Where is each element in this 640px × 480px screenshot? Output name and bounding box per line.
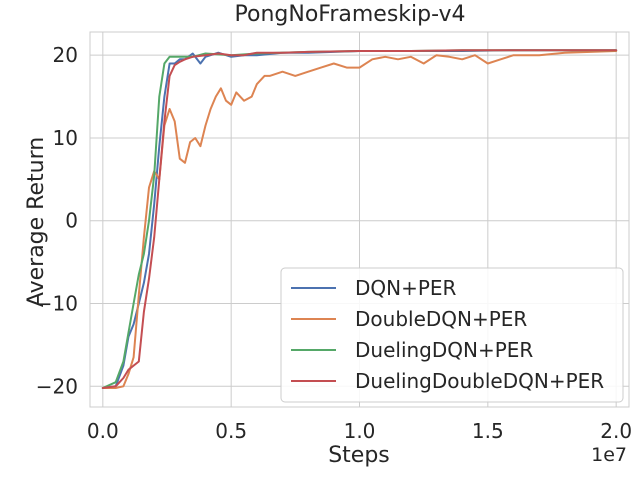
x-tick-label: 1.0 (344, 419, 376, 443)
x-tick-label: 0.0 (87, 419, 119, 443)
legend-label-duelingdoubledqn-per: DuelingDoubleDQN+PER (355, 369, 604, 393)
chart-title: PongNoFrameskip-v4 (235, 2, 466, 27)
series-layer (101, 49, 618, 389)
y-tick-label: −10 (36, 292, 78, 316)
y-axis-label: Average Return (24, 137, 49, 307)
series-line-doubledqn-per (101, 50, 618, 389)
plot-frame (89, 31, 630, 408)
y-tick-label: 20 (53, 43, 78, 67)
legend-label-duelingdqn-per: DuelingDQN+PER (355, 338, 533, 362)
legend-label-doubledqn-per: DoubleDQN+PER (355, 307, 527, 331)
legend: DQN+PER DoubleDQN+PER DuelingDQN+PER Duelin… (280, 267, 624, 403)
y-tick-label: −20 (36, 374, 78, 398)
x-tick-label: 2.0 (600, 419, 632, 443)
y-tick-label: 10 (53, 126, 78, 150)
legend-label-dqn-per: DQN+PER (355, 276, 457, 300)
x-tick-label: 1.5 (472, 419, 504, 443)
series-line-duelingdoubledqn-per (101, 49, 618, 389)
y-tick-label: 0 (65, 209, 78, 233)
x-axis-label: Steps (328, 443, 390, 468)
ticks: 0.0 0.5 1.0 1.5 2.0 −20 −10 0 10 20 (36, 43, 632, 443)
x-tick-label: 0.5 (215, 419, 247, 443)
legend-box (280, 267, 624, 403)
x-axis-offset-label: 1e7 (591, 444, 627, 466)
